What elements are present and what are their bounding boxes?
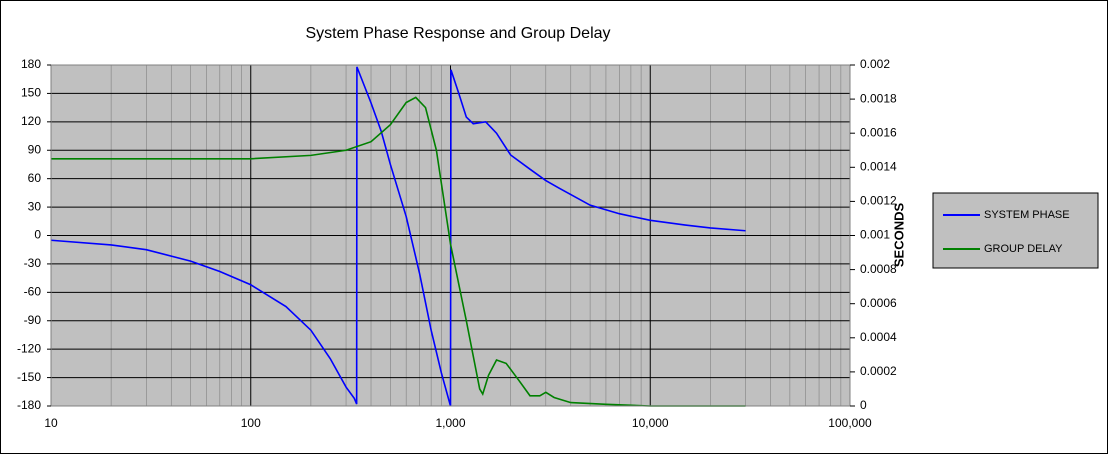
y-tick-label: 150 (21, 86, 41, 100)
y2-tick-label: 0.0014 (860, 159, 897, 173)
series-line (50, 66, 746, 407)
y2-tick-label: 0.0008 (860, 262, 897, 276)
x-tick-label: 1,000 (435, 416, 465, 430)
legend-label: GROUP DELAY (984, 243, 1063, 255)
y-tick-label: 0 (34, 228, 41, 242)
y-tick-label: 180 (21, 57, 41, 71)
y-tick-label: 30 (28, 199, 42, 213)
y-tick-label: -180 (17, 398, 41, 412)
y2-tick-label: 0.0006 (860, 296, 897, 310)
chart-title: System Phase Response and Group Delay (305, 25, 610, 42)
x-tick-label: 10 (44, 416, 58, 430)
y2-tick-label: 0 (860, 398, 867, 412)
y2-tick-label: 0.0016 (860, 125, 897, 139)
series-line (51, 96, 746, 407)
y2-tick-label: 0.0018 (860, 91, 897, 105)
x-tick-label: 10,000 (632, 416, 669, 430)
legend (932, 192, 1099, 269)
y-tick-label: 90 (28, 142, 42, 156)
y2-tick-label: 0.001 (860, 228, 890, 242)
y2-tick-label: 0.0012 (860, 194, 897, 208)
y2-tick-label: 0.002 (860, 57, 890, 71)
y-tick-label: 120 (21, 114, 41, 128)
y-tick-label: -60 (24, 285, 42, 299)
lines (50, 66, 746, 407)
y-tick-label: -30 (24, 256, 42, 270)
y-tick-label: -150 (17, 370, 41, 384)
y-tick-label: -120 (17, 341, 41, 355)
x-tick-label: 100,000 (828, 416, 872, 430)
legend-label: SYSTEM PHASE (984, 209, 1070, 221)
x-tick-label: 100 (241, 416, 261, 430)
y-tick-label: -90 (24, 313, 42, 327)
y2-tick-label: 0.0004 (860, 330, 897, 344)
y-tick-label: 60 (28, 171, 42, 185)
y2-tick-label: 0.0002 (860, 364, 897, 378)
y2-axis-title: SECONDS (891, 203, 906, 268)
